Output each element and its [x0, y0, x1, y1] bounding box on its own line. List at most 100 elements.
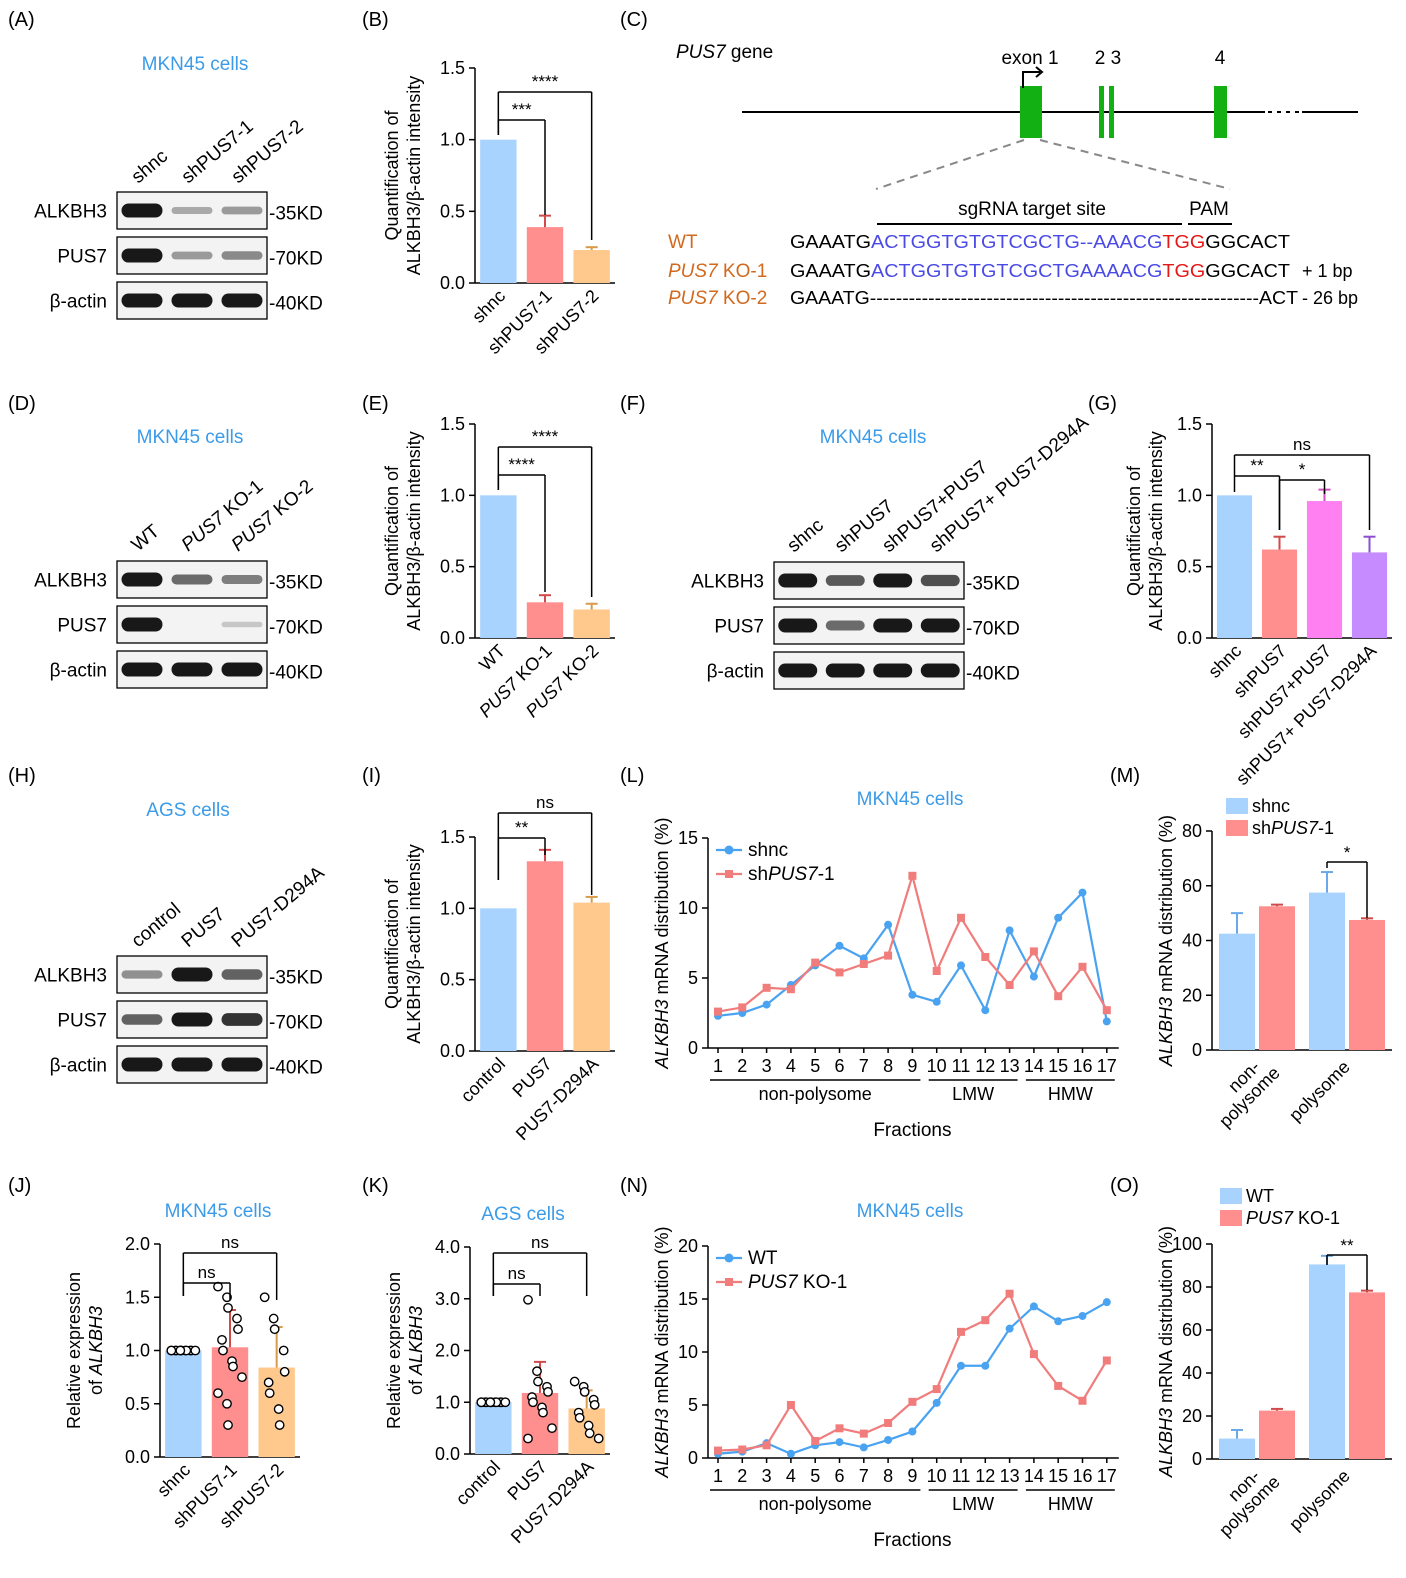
x-tick-label: 8: [883, 1056, 893, 1076]
panel-letter: (O): [1110, 1175, 1139, 1197]
data-point: [533, 1376, 543, 1387]
blot-band: [873, 618, 913, 633]
blot-band: [873, 573, 913, 588]
y-tick-label: 10: [678, 1342, 698, 1362]
blot-band: [121, 572, 163, 587]
label-part: -D294A: [1323, 641, 1380, 698]
label-part: ALKBH3: [406, 1306, 426, 1376]
x-tick-label: control: [457, 1054, 509, 1106]
y-axis-label: Relative expression: [64, 1272, 84, 1429]
data-point: [190, 1345, 201, 1356]
blot-row-label: β-actin: [50, 1056, 107, 1077]
x-tick-label: 17: [1097, 1466, 1117, 1486]
blot-row-label: ALKBH3: [34, 571, 107, 592]
x-tick-label: 11: [952, 1056, 971, 1076]
y-tick-label: 1.0: [125, 1341, 150, 1361]
sequence-segment: GGCACT: [1205, 232, 1290, 252]
data-point: [932, 967, 941, 975]
x-tick-label: 16: [1072, 1466, 1092, 1486]
x-tick-label: 9: [907, 1466, 917, 1486]
series-line: [717, 1291, 1108, 1452]
sequence-segment: GAAATG: [790, 288, 870, 308]
sig-label: **: [515, 818, 529, 837]
data-point: [859, 960, 868, 968]
y-tick-label: 80: [1182, 1277, 1202, 1297]
data-point: [1029, 972, 1038, 981]
chart-title: MKN45 cells: [165, 1201, 272, 1222]
data-point: [274, 1420, 285, 1430]
blot-band: [171, 1012, 213, 1027]
data-point: [811, 1437, 820, 1446]
blot-band: [825, 663, 865, 678]
data-point: [1005, 926, 1014, 935]
data-point: [1054, 1317, 1063, 1326]
blot-band: [221, 206, 263, 215]
y-tick-label: 0.0: [440, 273, 465, 293]
data-point: [222, 1292, 232, 1303]
data-point: [233, 1324, 243, 1335]
data-point: [1078, 888, 1087, 897]
blot-band: [171, 574, 213, 585]
blot-band: [221, 293, 263, 308]
label-part: sh: [1252, 818, 1271, 838]
data-point: [957, 913, 965, 922]
panel-letter: (F): [620, 393, 646, 415]
sequence: GAAATG ACTGGTGTGTCGCTG--AAACG TGG GGCACT: [790, 232, 1290, 252]
y-tick-label: 80: [1182, 821, 1202, 841]
group-label: HMW: [1048, 1084, 1093, 1104]
pam-label: PAM: [1189, 199, 1229, 220]
label-part: -1: [818, 864, 835, 885]
chart-title: MKN45 cells: [857, 1201, 964, 1222]
x-tick-label: shnc: [153, 1460, 194, 1501]
ko-row-name: WT: [668, 232, 698, 253]
legend-swatch: [1226, 820, 1248, 836]
data-point: [569, 1376, 580, 1387]
label-part: ALKBH3: [404, 562, 424, 631]
panel-letter: (M): [1110, 765, 1140, 787]
bar: [1349, 919, 1385, 1050]
data-point: [714, 1007, 722, 1016]
y-axis-label: ALKBH3/β-actin intensity: [404, 844, 424, 1043]
ko-gene: PUS7: [668, 261, 719, 282]
blot-row-label: β-actin: [707, 662, 764, 683]
chart-title: MKN45 cells: [857, 789, 964, 810]
label-part: /β-actin intensity: [404, 844, 424, 974]
x-tick-label: 3: [762, 1056, 772, 1076]
bar: [1259, 906, 1295, 1050]
y-tick-label: 0.5: [440, 201, 465, 221]
data-point: [273, 1404, 284, 1414]
x-tick-label: shnc: [1204, 641, 1245, 682]
x-tick-label: 6: [834, 1466, 844, 1486]
sequence-segment: TGG: [1162, 261, 1205, 281]
data-point: [884, 920, 893, 929]
label-part: Quantification of: [382, 109, 402, 240]
group-label: LMW: [952, 1084, 994, 1104]
label-part: mRNA distribution (%): [652, 817, 672, 999]
exon-label: exon 1: [1001, 48, 1058, 69]
blot-band: [825, 575, 865, 586]
x-tick-label: 6: [834, 1056, 844, 1076]
y-tick-label: 1.0: [435, 1392, 460, 1412]
blot-band: [778, 573, 818, 588]
x-axis-label: Fractions: [873, 1530, 951, 1551]
blot-row-label: ALKBH3: [34, 202, 107, 223]
blot-band: [221, 662, 263, 677]
legend-swatch: [1220, 1188, 1242, 1204]
tss-arrowhead: [1035, 66, 1044, 78]
data-point: [1078, 1396, 1087, 1405]
legend-label: WT: [1246, 1186, 1274, 1206]
data-point: [786, 1449, 795, 1458]
y-axis-label: Quantification of: [382, 109, 402, 240]
label-part: ALKBH3: [1156, 1408, 1176, 1478]
legend-label: shnc: [1252, 796, 1290, 816]
y-axis-label: ALKBH3/β-actin intensity: [404, 76, 424, 275]
label-part: PUS7: [1246, 1208, 1294, 1228]
legend-marker: [724, 1253, 734, 1263]
label-part: PUS7: [768, 864, 819, 885]
y-tick-label: 1.5: [440, 827, 465, 847]
blot-kd-label: -35KD: [269, 573, 323, 594]
label-part: shnc: [748, 840, 788, 861]
blot-band: [778, 618, 818, 633]
x-tick-label: 17: [1097, 1056, 1117, 1076]
lane-label: PUS7: [178, 904, 230, 952]
